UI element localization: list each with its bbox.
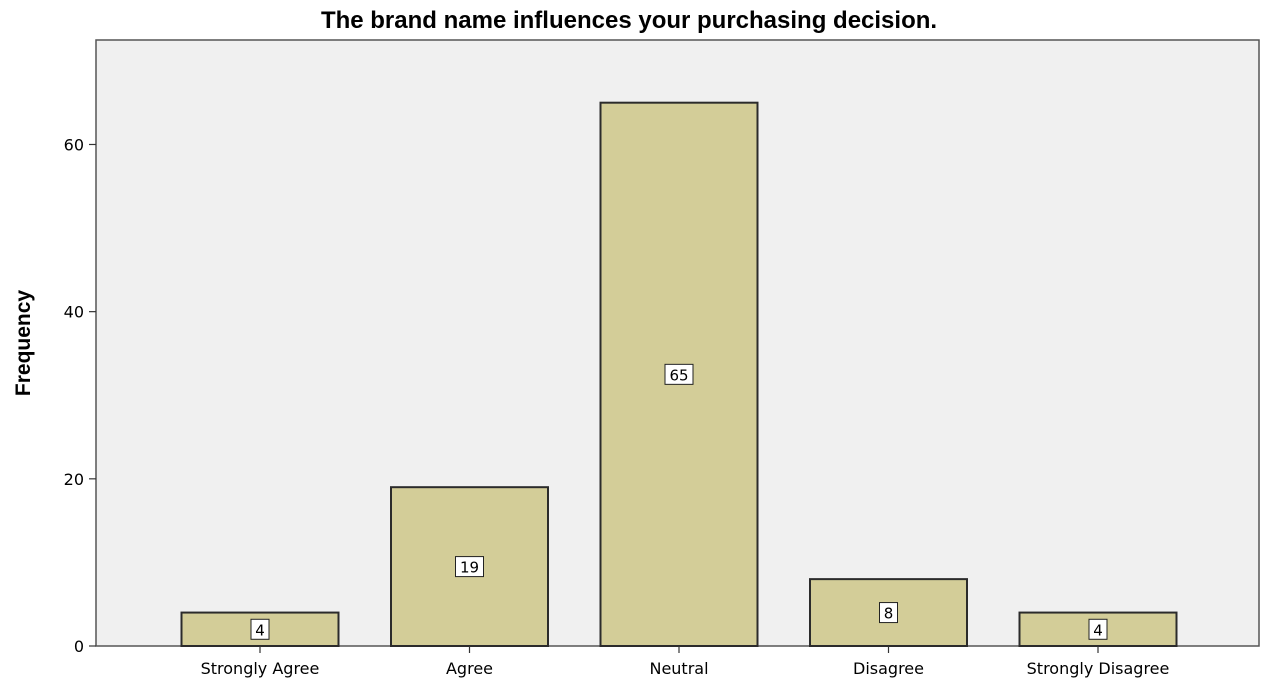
x-tick-label: Neutral bbox=[649, 659, 708, 678]
y-tick-label: 20 bbox=[64, 470, 84, 489]
x-tick-label: Agree bbox=[446, 659, 493, 678]
chart-title: The brand name influences your purchasin… bbox=[321, 7, 937, 34]
data-label-box bbox=[1088, 618, 1108, 640]
data-label: 65 bbox=[669, 366, 688, 384]
x-tick-label: Strongly Disagree bbox=[1027, 659, 1170, 678]
data-label: 4 bbox=[255, 621, 265, 639]
y-tick-label: 0 bbox=[74, 637, 84, 656]
data-label-box bbox=[664, 363, 694, 385]
y-tick-label: 60 bbox=[64, 135, 84, 154]
y-axis-label: Frequency bbox=[12, 290, 35, 397]
data-label: 8 bbox=[884, 605, 894, 623]
data-label: 19 bbox=[460, 559, 479, 577]
y-axis: 0 20 40 60 bbox=[64, 135, 96, 656]
x-axis: Strongly Agree Agree Neutral Disagree Strong… bbox=[201, 646, 1170, 678]
data-label: 4 bbox=[1093, 621, 1103, 639]
data-label-box bbox=[455, 556, 484, 578]
x-tick-label: Disagree bbox=[853, 659, 924, 678]
data-label-box bbox=[879, 602, 898, 624]
data-label-box bbox=[250, 618, 270, 640]
y-tick-label: 40 bbox=[64, 303, 84, 322]
x-tick-label: Strongly Agree bbox=[201, 659, 320, 678]
